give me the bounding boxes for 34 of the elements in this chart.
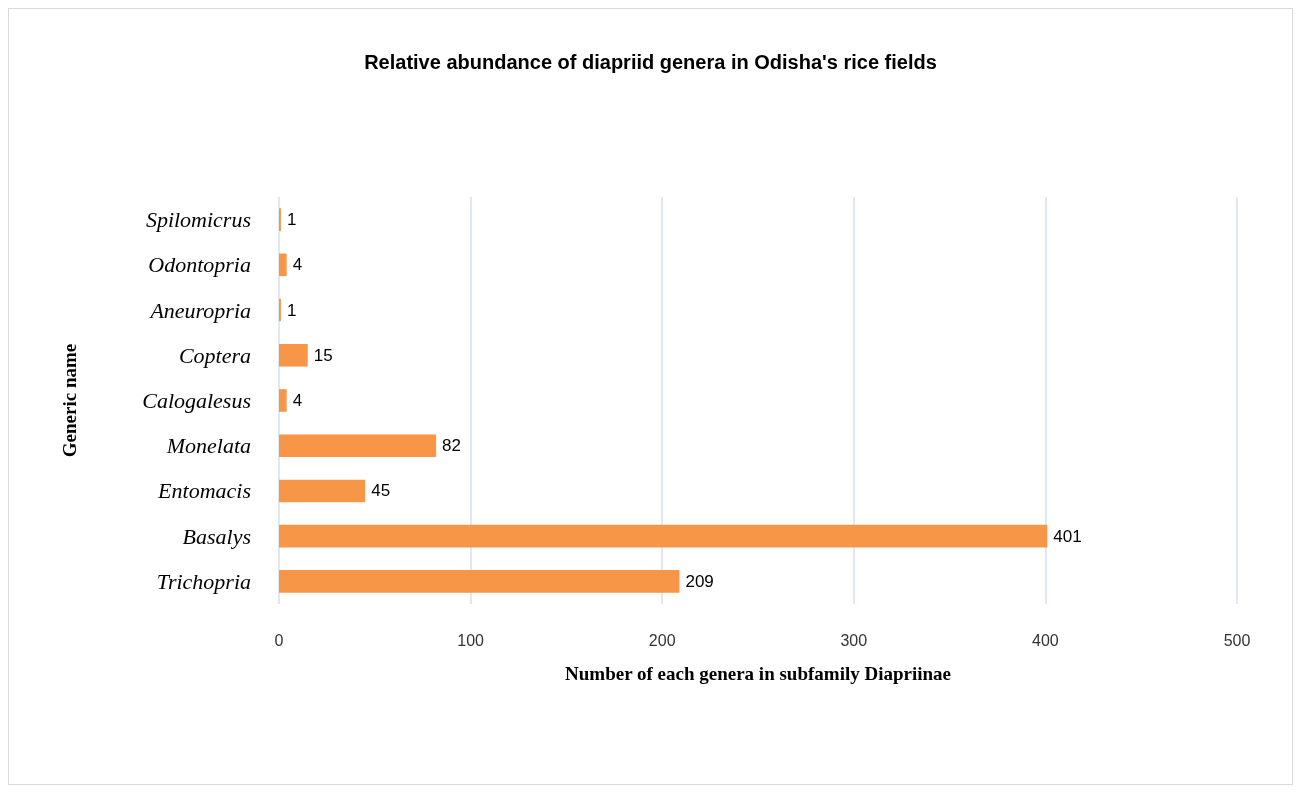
y-tick-label: Trichopria [156, 568, 251, 594]
data-label: 209 [685, 571, 714, 591]
data-label: 45 [371, 481, 391, 501]
x-axis-title: Number of each genera in subfamily Diapriinae [565, 663, 951, 684]
data-label: 401 [1053, 526, 1082, 546]
data-label: 82 [442, 436, 462, 456]
y-tick-label: Monelata [165, 433, 251, 459]
y-tick-label: Aneuropria [148, 297, 251, 323]
y-tick-label: Entomacis [157, 478, 251, 504]
x-tick-label: 500 [1223, 631, 1251, 649]
x-tick-label: 300 [840, 631, 868, 649]
y-axis-title: Generic name [59, 343, 80, 458]
data-label: 4 [292, 391, 303, 410]
y-tick-label: Calogalesus [142, 388, 251, 413]
bar [279, 570, 680, 593]
x-tick-label: 200 [648, 631, 676, 649]
data-label: 4 [292, 255, 303, 275]
bar [279, 479, 366, 503]
y-tick-label: Odontopria [148, 252, 251, 278]
chart-title: Relative abundance of diapriid genera in Odisha's rice fields [364, 51, 937, 73]
x-tick-label: 0 [274, 631, 284, 649]
y-tick-label: Basalys [182, 523, 251, 549]
bar [279, 343, 308, 367]
x-tick-label: 400 [1032, 631, 1059, 649]
data-label: 1 [286, 300, 297, 320]
x-tick-label: 100 [457, 631, 485, 649]
bar [279, 389, 287, 412]
bar [279, 253, 287, 277]
y-tick-label: Spilomicrus [145, 207, 251, 233]
data-label: 1 [286, 210, 297, 230]
data-label: 15 [313, 345, 333, 365]
bar [279, 524, 1048, 548]
bar [279, 434, 437, 458]
y-tick-label: Coptera [178, 342, 251, 368]
